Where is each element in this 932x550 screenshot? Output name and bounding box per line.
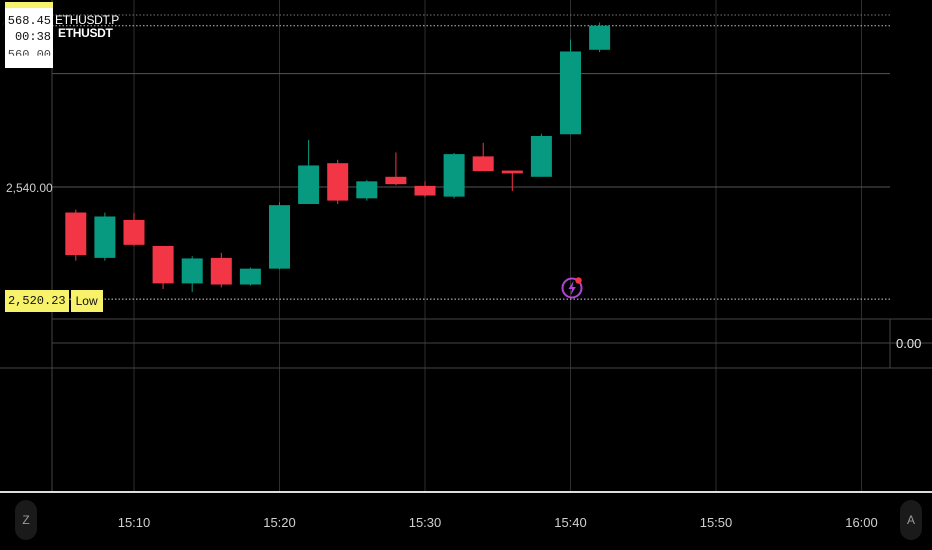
zoom-button[interactable]: Z (15, 500, 37, 540)
last-price-tag[interactable]: 2,568.45 00:38 2,560.00 (0, 2, 53, 68)
candle[interactable] (94, 212, 116, 261)
auto-scale-button[interactable]: A (900, 500, 922, 540)
auto-scale-button-label: A (906, 513, 915, 527)
candle[interactable] (501, 170, 523, 191)
countdown-timer: 00:38 (14, 30, 51, 44)
candle-body (443, 154, 465, 197)
axes: 2,540.00 15:10 15:20 15:30 15:40 15:50 16:00 (0, 181, 932, 530)
price-axis-label: 2,540.00 (6, 181, 53, 195)
zoom-button-label: Z (22, 513, 30, 527)
time-axis-label: 15:10 (118, 515, 151, 530)
candle-body (152, 245, 174, 284)
candle[interactable] (239, 267, 261, 286)
candle-body (560, 51, 581, 135)
candle[interactable] (356, 180, 378, 201)
symbol-ticker: ETHUSDT.P (55, 13, 119, 27)
candle[interactable] (589, 22, 611, 53)
candle[interactable] (327, 159, 349, 205)
last-price-value: 2,568.45 (0, 14, 51, 28)
lightning-alert-icon[interactable] (561, 277, 583, 299)
grid-lines (0, 0, 932, 492)
symbol-name: ETHUSDT (58, 26, 113, 40)
candle-body (269, 205, 290, 269)
candle[interactable] (530, 133, 552, 177)
low-price-value: 2,520.23 (5, 290, 69, 312)
time-axis-label: 15:50 (700, 515, 733, 530)
candle[interactable] (123, 213, 145, 246)
candle[interactable] (210, 252, 232, 288)
candle-body (414, 185, 436, 196)
candles[interactable] (65, 22, 611, 292)
candle[interactable] (443, 152, 465, 199)
candle[interactable] (65, 209, 87, 261)
candle[interactable] (181, 256, 203, 292)
alert-marker[interactable] (561, 277, 583, 299)
candle[interactable] (385, 152, 407, 186)
axis-label-2560: 2,560.00 (0, 48, 51, 62)
time-axis-label: 15:30 (409, 515, 442, 530)
candle-body (385, 176, 407, 185)
candle[interactable] (298, 139, 320, 205)
candle-body (298, 165, 320, 205)
candle-body (181, 258, 203, 284)
candle-body (327, 163, 349, 201)
candle-body (210, 257, 232, 285)
indicator-value: 0.00 (896, 336, 922, 351)
candle-body (94, 216, 116, 258)
alert-dot-icon (575, 277, 582, 284)
candle[interactable] (152, 245, 174, 290)
time-axis-label: 15:40 (554, 515, 587, 530)
candle-body (501, 170, 523, 174)
candle-body (239, 268, 261, 285)
candle[interactable] (472, 142, 494, 172)
low-label: Low (70, 290, 103, 312)
candle[interactable] (269, 202, 290, 270)
candle[interactable] (414, 181, 436, 198)
candle-body (356, 181, 378, 199)
candle-body (530, 135, 552, 177)
time-axis-label: 15:20 (263, 515, 296, 530)
time-axis-label: 16:00 (845, 515, 878, 530)
candle[interactable] (560, 39, 581, 135)
candle-body (65, 212, 87, 256)
lightning-bolt-icon (568, 281, 576, 296)
price-tag-highlight (5, 2, 53, 8)
low-price-tag[interactable]: 2,520.23 Low (5, 288, 103, 314)
candle-body (472, 156, 494, 172)
candle-body (123, 219, 145, 245)
candle-body (589, 25, 611, 50)
